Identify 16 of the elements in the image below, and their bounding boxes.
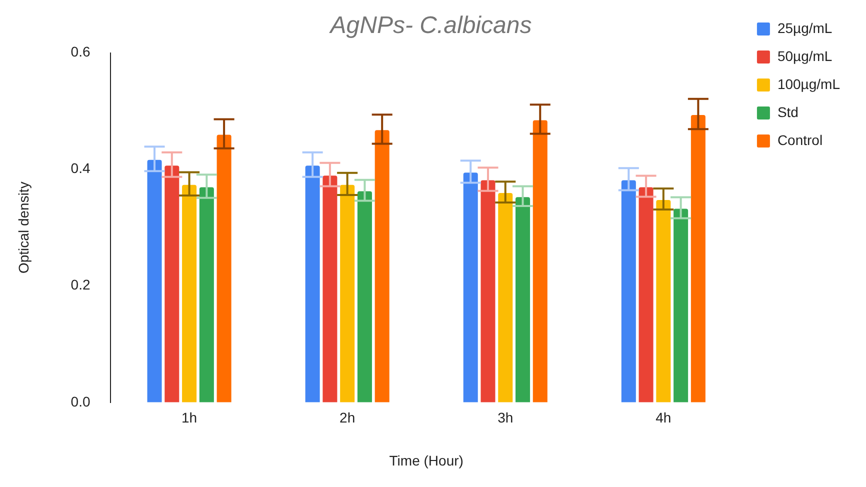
y-tick-label: 0.0 — [70, 393, 90, 410]
y-axis-title: Optical density — [15, 182, 32, 274]
legend-label: 100µg/mL — [777, 76, 840, 92]
legend-label: 50µg/mL — [777, 48, 832, 64]
x-tick-label: 4h — [656, 410, 672, 426]
x-tick-label: 2h — [340, 410, 356, 426]
y-tick-label: 0.6 — [70, 44, 90, 60]
legend-label: Std — [777, 104, 798, 120]
x-axis-title: Time (Hour) — [389, 452, 464, 468]
y-tick-label: 0.2 — [70, 276, 90, 293]
y-tick-label: 0.4 — [70, 160, 90, 176]
x-tick-label: 3h — [498, 410, 514, 426]
legend-label: 25µg/mL — [777, 20, 832, 36]
legend-label: Control — [777, 132, 823, 148]
chart-title: AgNPs- C.albicans — [328, 12, 532, 40]
x-tick-label: 1h — [181, 410, 198, 426]
